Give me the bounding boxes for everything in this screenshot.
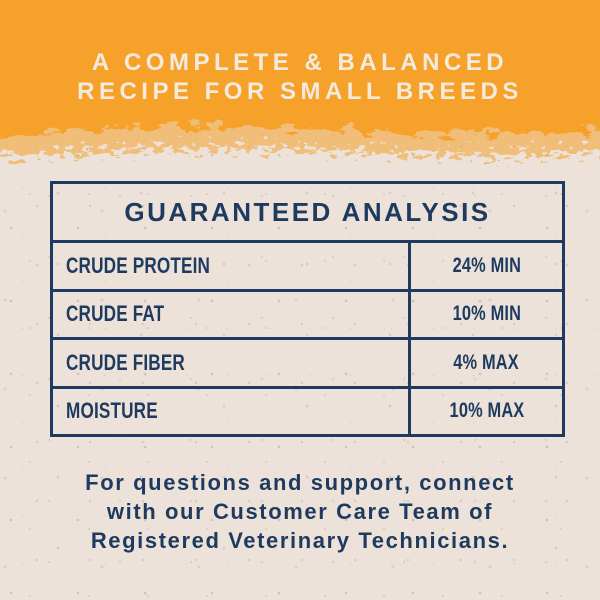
table-title-row: GUARANTEED ANALYSIS [53,184,562,243]
nutrient-label: CRUDE FAT [66,301,165,327]
row-label-cell: CRUDE FAT [53,291,411,337]
table-row: MOISTURE 10% MAX [53,388,562,435]
row-value-cell: 10% MIN [411,292,562,338]
customer-care-line2: with our Customer Care Team of [106,499,494,524]
table-row: CRUDE FAT 10% MIN [53,291,562,340]
nutrient-label: CRUDE PROTEIN [66,252,211,278]
row-label-cell: CRUDE FIBER [53,340,411,386]
nutrient-label: MOISTURE [66,398,158,424]
table-row: CRUDE PROTEIN 24% MIN [53,243,562,292]
row-label-cell: CRUDE PROTEIN [53,243,411,289]
customer-care-line3: Registered Veterinary Technicians. [90,528,510,553]
row-value-cell: 24% MIN [411,243,562,289]
customer-care-line1: For questions and support, connect [85,470,515,495]
nutrient-value: 10% MIN [452,302,521,326]
nutrient-label: CRUDE FIBER [66,349,185,375]
row-value-cell: 10% MAX [411,389,562,435]
banner-headline-line1: A COMPLETE & BALANCED [91,49,509,76]
table-row: CRUDE FIBER 4% MAX [53,340,562,389]
row-label-cell: MOISTURE [53,388,411,434]
guaranteed-analysis-table: GUARANTEED ANALYSIS CRUDE PROTEIN 24% MI… [50,181,565,437]
table-title: GUARANTEED ANALYSIS [124,196,491,227]
banner-paint-swath [0,0,600,156]
row-value-cell: 4% MAX [411,340,562,386]
nutrient-value: 10% MAX [449,399,524,423]
banner-headline: A COMPLETE & BALANCED RECIPE FOR SMALL B… [0,48,600,106]
nutrient-value: 4% MAX [453,350,520,374]
customer-care-note: For questions and support, connect with … [0,468,600,555]
nutrient-value: 24% MIN [452,253,521,277]
banner-headline-line2: RECIPE FOR SMALL BREEDS [77,78,523,105]
